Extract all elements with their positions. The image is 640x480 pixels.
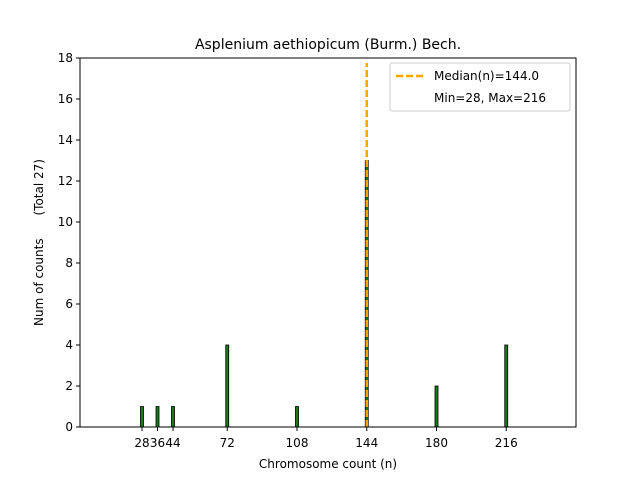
- y-tick-label: 10: [58, 215, 73, 229]
- legend: Median(n)=144.0 Min=28, Max=216: [389, 62, 571, 112]
- bar: [295, 406, 299, 428]
- y-tick-label: 6: [65, 297, 73, 311]
- bar: [504, 344, 509, 428]
- bar: [155, 406, 160, 428]
- x-axis-label: Chromosome count (n): [259, 457, 397, 471]
- legend-box: [389, 62, 571, 112]
- bar: [140, 406, 144, 428]
- y-tick-label: 12: [58, 174, 73, 188]
- chart-title: Asplenium aethiopicum (Burm.) Bech.: [195, 37, 461, 53]
- y-tick-label: 18: [58, 51, 73, 65]
- x-tick-label: 180: [425, 436, 448, 450]
- bar: [225, 344, 230, 428]
- bars-group: [140, 160, 509, 428]
- x-tick-label: 144: [355, 436, 378, 450]
- bar: [171, 406, 175, 428]
- legend-entry-median: Median(n)=144.0: [434, 69, 539, 83]
- x-tick-label: 44: [165, 436, 180, 450]
- y-tick-label: 0: [65, 420, 73, 434]
- y-tick-label: 14: [58, 133, 73, 147]
- x-tick-label: 108: [286, 436, 309, 450]
- legend-entry-minmax: Min=28, Max=216: [434, 91, 546, 105]
- x-tick-label: 36: [150, 436, 165, 450]
- x-tick-label: 72: [220, 436, 235, 450]
- y-tick-label: 4: [65, 338, 73, 352]
- plot-frame: [79, 57, 577, 428]
- y-axis: 0 2 4 6 8 10 12 14 16 18: [58, 51, 80, 434]
- y-tick-label: 2: [65, 379, 73, 393]
- y-tick-label: 8: [65, 256, 73, 270]
- bar: [434, 385, 439, 428]
- y-tick-label: 16: [58, 92, 73, 106]
- x-tick-label: 28: [134, 436, 149, 450]
- x-tick-label: 216: [495, 436, 518, 450]
- y-axis-label: Num of counts (Total 27): [32, 159, 46, 326]
- x-axis: 28 36 44 72 108 144 180 216: [134, 427, 518, 450]
